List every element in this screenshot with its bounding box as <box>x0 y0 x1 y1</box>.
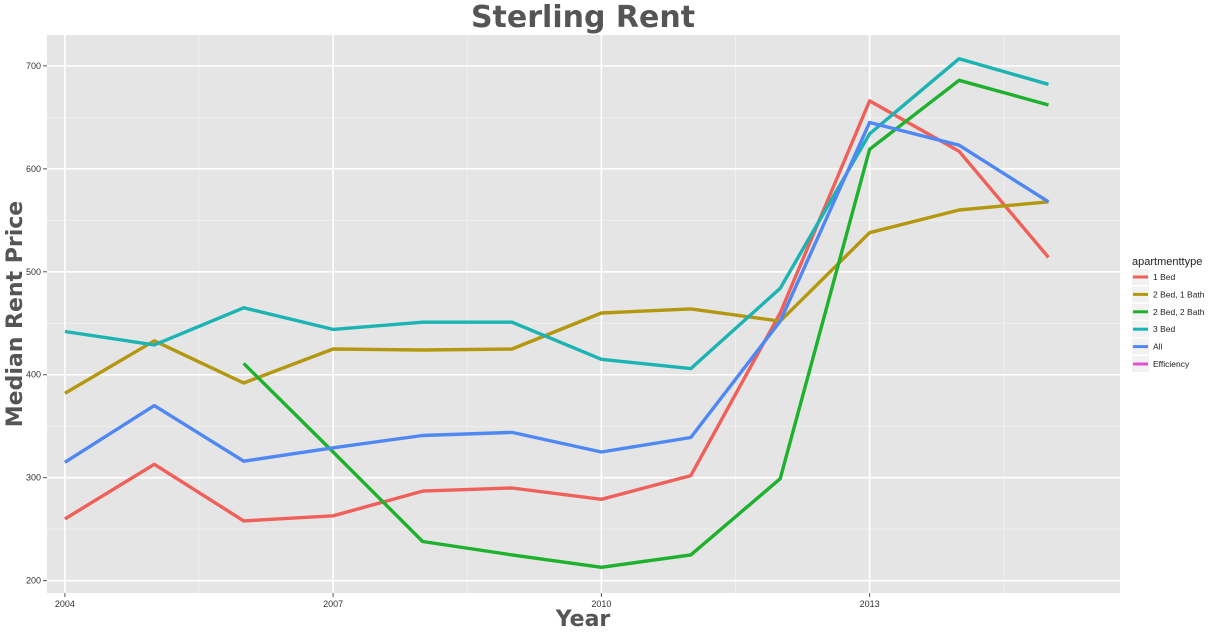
series-lines <box>63 57 1050 569</box>
y-axis-title: Median Rent Price <box>3 201 28 427</box>
legend-title: apartmenttype <box>1132 256 1202 268</box>
legend: apartmenttype 1 Bed 2 Bed, 1 Bath 2 Bed, 2… <box>1132 256 1205 372</box>
y-tick-label: 500 <box>26 267 41 277</box>
legend-entry-label: All <box>1153 342 1163 352</box>
y-tick-label: 200 <box>26 576 41 586</box>
y-tick-label: 700 <box>26 61 41 71</box>
legend-entry-label: 1 Bed <box>1153 272 1175 282</box>
axis-ticks: 2004 2007 2010 2013 200 300 400 500 600 700 <box>26 61 880 609</box>
series-line-3-bed <box>64 57 1049 371</box>
grid-lines <box>47 35 1120 593</box>
y-tick-label: 600 <box>26 164 41 174</box>
series-line-1-bed <box>64 99 1050 523</box>
x-tick-label: 2007 <box>323 599 343 609</box>
series-line-2-bed-1-bath <box>64 200 1049 395</box>
y-tick-label: 400 <box>26 370 41 380</box>
x-axis-title: Year <box>555 607 611 632</box>
series-line-2-bed-2-bath <box>242 78 1049 569</box>
legend-entry-label: 2 Bed, 1 Bath <box>1153 289 1205 299</box>
chart-title: Sterling Rent <box>471 0 695 35</box>
y-tick-label: 300 <box>26 473 41 483</box>
x-tick-label: 2004 <box>55 599 75 609</box>
plot-panel <box>47 35 1120 593</box>
x-tick-label: 2010 <box>591 599 611 609</box>
legend-entry-label: 3 Bed <box>1153 324 1175 334</box>
legend-entry-label: Efficiency <box>1153 359 1190 369</box>
legend-entry-label: 2 Bed, 2 Bath <box>1153 307 1205 317</box>
x-tick-label: 2013 <box>860 599 880 609</box>
series-line-all <box>63 120 1050 464</box>
